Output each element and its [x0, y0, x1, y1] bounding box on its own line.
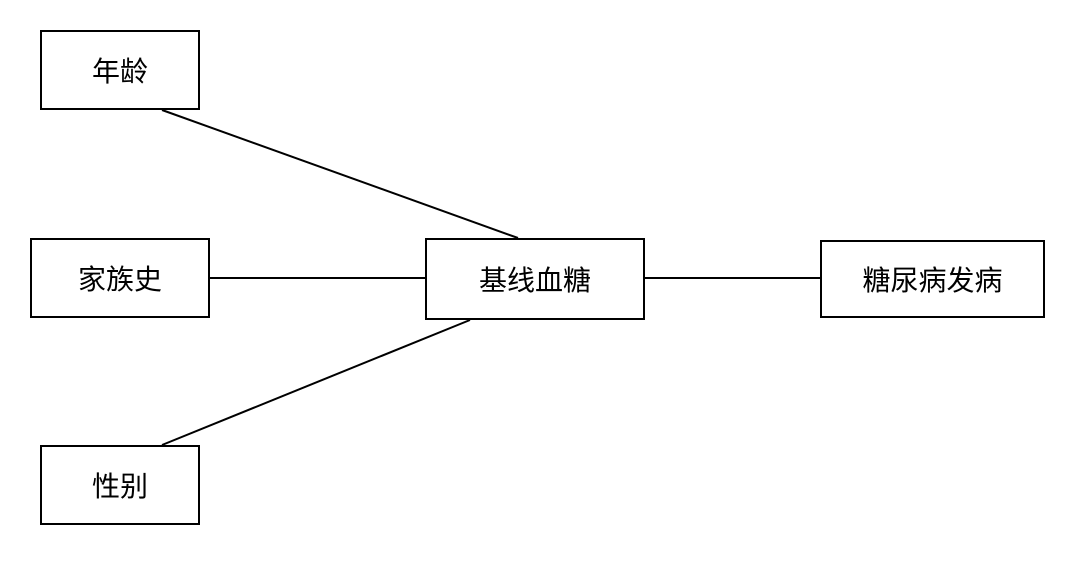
node-diabetes-onset: 糖尿病发病 — [820, 240, 1045, 318]
diagram-container: 年龄 家族史 性别 基线血糖 糖尿病发病 — [0, 0, 1080, 569]
node-age-label: 年龄 — [92, 50, 148, 90]
node-baseline-glucose: 基线血糖 — [425, 238, 645, 320]
edge-sex-glucose — [162, 320, 470, 445]
node-sex-label: 性别 — [92, 465, 148, 505]
node-family-history-label: 家族史 — [78, 258, 162, 298]
node-family-history: 家族史 — [30, 238, 210, 318]
node-sex: 性别 — [40, 445, 200, 525]
node-diabetes-onset-label: 糖尿病发病 — [862, 259, 1002, 299]
node-baseline-glucose-label: 基线血糖 — [479, 259, 591, 299]
node-age: 年龄 — [40, 30, 200, 110]
edge-age-glucose — [162, 110, 518, 238]
